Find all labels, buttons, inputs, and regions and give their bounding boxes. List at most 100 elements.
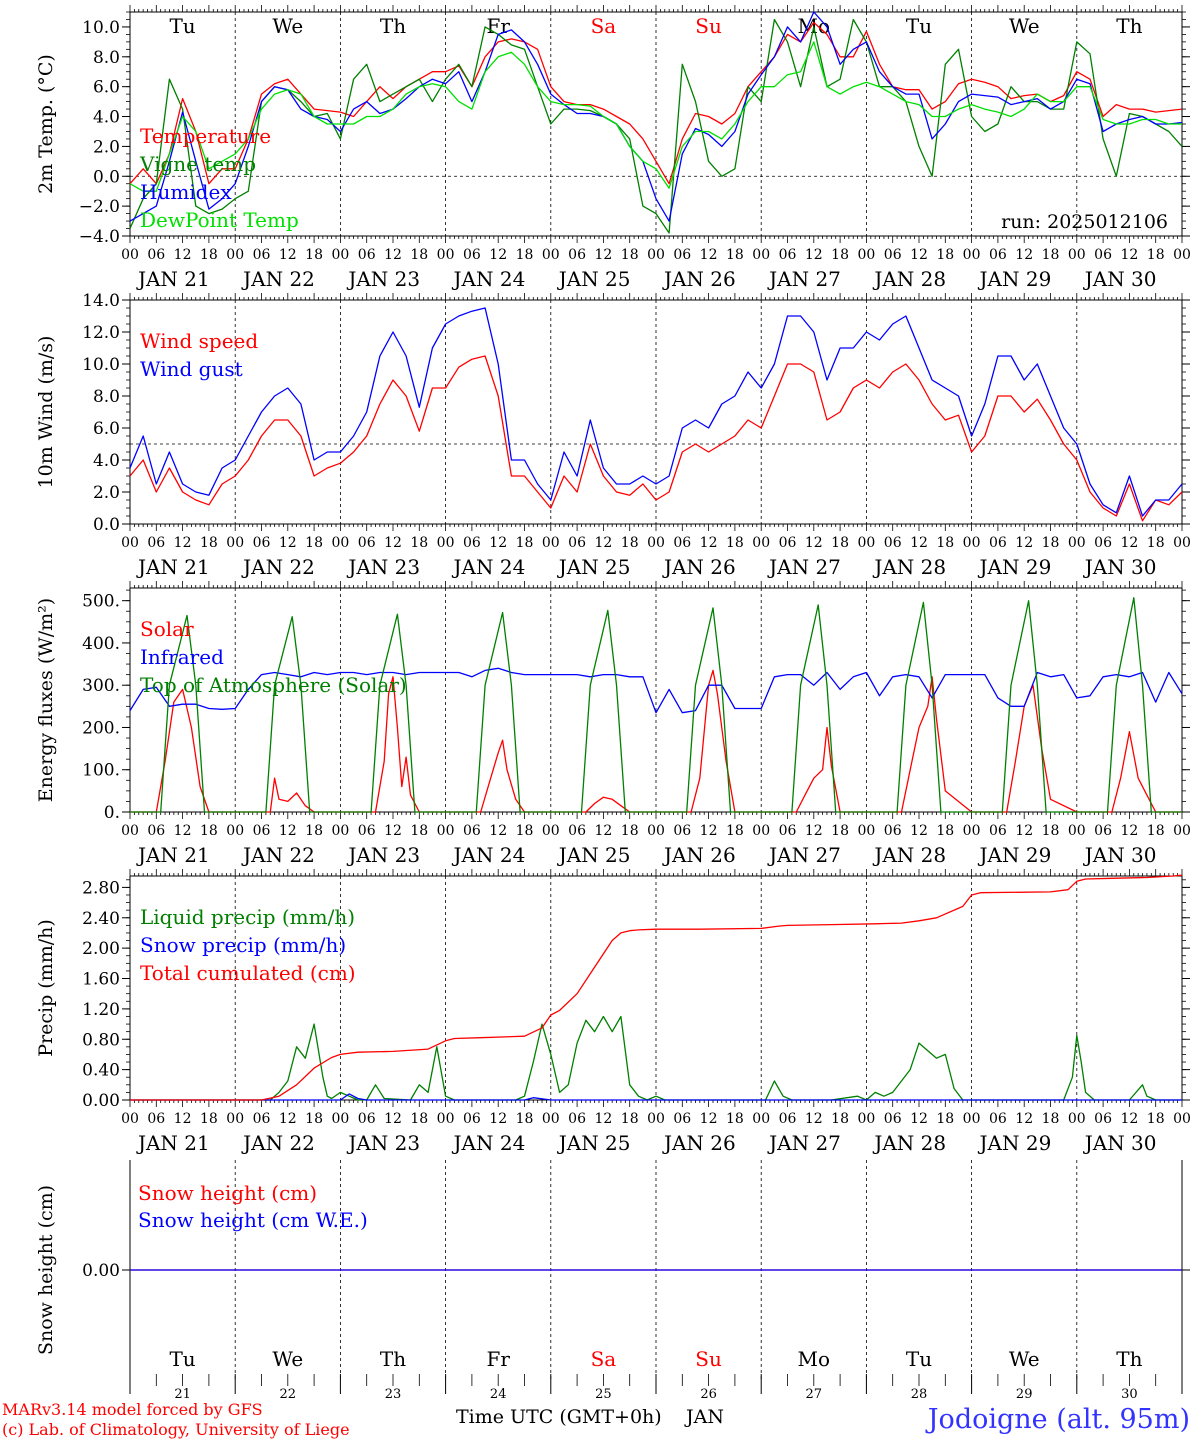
day-number-label: 26 bbox=[700, 1387, 717, 1402]
legend-entry: Snow height (cm) bbox=[138, 1181, 317, 1205]
x-hour-label: 06 bbox=[779, 535, 797, 551]
day-of-week-label: Th bbox=[1116, 1347, 1142, 1371]
y-tick-label: 0.40 bbox=[82, 1061, 120, 1081]
y-tick-label: −2.0 bbox=[79, 197, 120, 217]
x-date-label: JAN 23 bbox=[346, 1131, 420, 1155]
panels: −4.0 −2.0 0.0 2.0 4.0 6.0 8.0 10.0 00 06 12 18 00 06 1… bbox=[35, 5, 1191, 1402]
x-date-label: JAN 29 bbox=[978, 843, 1052, 867]
x-hour-label: 00 bbox=[1173, 535, 1191, 551]
x-hour-label: 12 bbox=[279, 535, 297, 551]
x-hour-label: 00 bbox=[752, 1111, 770, 1127]
y-tick-label: 300. bbox=[82, 676, 120, 696]
x-hour-label: 12 bbox=[174, 823, 192, 839]
x-hour-label: 06 bbox=[884, 247, 902, 263]
x-hour-label: 06 bbox=[358, 1111, 376, 1127]
x-hour-label: 06 bbox=[358, 247, 376, 263]
day-of-week-label: Su bbox=[695, 14, 722, 38]
legend-entry: Snow height (cm W.E.) bbox=[138, 1208, 368, 1232]
x-hour-label: 06 bbox=[568, 247, 586, 263]
x-hour-label: 00 bbox=[963, 1111, 981, 1127]
x-hour-label: 00 bbox=[647, 247, 665, 263]
x-hour-label: 18 bbox=[516, 247, 534, 263]
y-tick-label: 0.0 bbox=[93, 515, 120, 535]
day-number-label: 21 bbox=[174, 1387, 191, 1402]
x-hour-label: 12 bbox=[910, 823, 928, 839]
x-date-label: JAN 29 bbox=[978, 555, 1052, 579]
x-hour-label: 06 bbox=[884, 535, 902, 551]
x-hour-label: 18 bbox=[410, 247, 428, 263]
x-hour-label: 06 bbox=[1094, 247, 1112, 263]
series-line-temperature bbox=[129, 21, 1183, 185]
x-hour-label: 00 bbox=[121, 247, 139, 263]
x-date-label: JAN 23 bbox=[346, 843, 420, 867]
credit-line-2: (c) Lab. of Climatology, University of L… bbox=[2, 1420, 350, 1439]
x-hour-label: 00 bbox=[1173, 823, 1191, 839]
x-hour-label: 00 bbox=[226, 1111, 244, 1127]
day-of-week-label: We bbox=[1009, 14, 1040, 38]
legend-entry: Total cumulated (cm) bbox=[140, 961, 356, 985]
x-hour-label: 00 bbox=[1068, 1111, 1086, 1127]
x-hour-label: 12 bbox=[174, 1111, 192, 1127]
location-label: Jodoigne (alt. 95m) bbox=[925, 1404, 1190, 1435]
day-number-label: 22 bbox=[280, 1387, 297, 1402]
x-hour-label: 18 bbox=[305, 823, 323, 839]
x-hour-label: 18 bbox=[516, 1111, 534, 1127]
x-hour-label: 06 bbox=[147, 823, 165, 839]
x-hour-label: 18 bbox=[936, 535, 954, 551]
legend-entry: Infrared bbox=[140, 645, 224, 669]
day-of-week-label: Tu bbox=[169, 1347, 195, 1371]
x-hour-label: 12 bbox=[805, 247, 823, 263]
x-hour-label: 18 bbox=[936, 1111, 954, 1127]
x-hour-label: 06 bbox=[568, 823, 586, 839]
x-hour-label: 18 bbox=[726, 247, 744, 263]
x-hour-label: 12 bbox=[174, 535, 192, 551]
x-hour-label: 12 bbox=[910, 247, 928, 263]
day-of-week-label: Th bbox=[380, 1347, 406, 1371]
x-date-label: JAN 22 bbox=[241, 843, 315, 867]
x-hour-label: 18 bbox=[305, 247, 323, 263]
day-of-week-label: Tu bbox=[906, 14, 932, 38]
x-hour-label: 00 bbox=[226, 535, 244, 551]
series-line-total-cumulated-cm bbox=[130, 874, 1183, 1101]
x-hour-label: 06 bbox=[253, 535, 271, 551]
x-hour-label: 00 bbox=[121, 535, 139, 551]
x-hour-label: 00 bbox=[331, 1111, 349, 1127]
x-hour-label: 12 bbox=[174, 247, 192, 263]
panel-temp: −4.0 −2.0 0.0 2.0 4.0 6.0 8.0 10.0 00 06 12 18 00 06 1… bbox=[35, 5, 1191, 291]
x-date-label: JAN 26 bbox=[662, 843, 736, 867]
y-tick-label: 400. bbox=[82, 634, 120, 654]
x-hour-label: 00 bbox=[752, 535, 770, 551]
x-hour-label: 00 bbox=[1068, 535, 1086, 551]
x-hour-label: 06 bbox=[989, 247, 1007, 263]
x-hour-label: 00 bbox=[226, 823, 244, 839]
legend-entry: Humidex bbox=[140, 180, 232, 204]
x-hour-label: 00 bbox=[857, 535, 875, 551]
y-tick-label: 1.20 bbox=[82, 1000, 120, 1020]
x-hour-label: 18 bbox=[1147, 535, 1165, 551]
x-hour-label: 12 bbox=[594, 823, 612, 839]
x-hour-label: 12 bbox=[700, 1111, 718, 1127]
legend-entry: Liquid precip (mm/h) bbox=[140, 905, 355, 929]
y-tick-label: 1.60 bbox=[82, 970, 120, 990]
x-hour-label: 12 bbox=[594, 535, 612, 551]
day-of-week-label: We bbox=[1009, 1347, 1040, 1371]
x-hour-label: 12 bbox=[910, 535, 928, 551]
credit-line-1: MARv3.14 model forced by GFS bbox=[2, 1400, 263, 1419]
x-hour-label: 00 bbox=[647, 823, 665, 839]
legend-entry: Vigne temp bbox=[139, 152, 256, 176]
x-hour-label: 06 bbox=[989, 823, 1007, 839]
day-of-week-label: Mo bbox=[798, 1347, 831, 1371]
x-date-label: JAN 27 bbox=[767, 843, 841, 867]
panel-precip: 0.00 0.40 0.80 1.20 1.60 2.00 2.40 2.80 00 06 12 18… bbox=[35, 869, 1191, 1155]
x-axis-month: JAN bbox=[684, 1406, 724, 1428]
x-hour-label: 12 bbox=[805, 823, 823, 839]
x-hour-label: 12 bbox=[1120, 535, 1138, 551]
panel-energy: 0. 100. 200. 300. 400. 500. 00 06 12 18 00 06 12 18 00… bbox=[35, 581, 1191, 867]
x-date-label: JAN 29 bbox=[978, 267, 1052, 291]
y-tick-label: 6.0 bbox=[93, 419, 120, 439]
x-hour-label: 00 bbox=[542, 1111, 560, 1127]
x-date-label: JAN 21 bbox=[136, 1131, 210, 1155]
x-hour-label: 12 bbox=[594, 1111, 612, 1127]
y-tick-label: 0.0 bbox=[93, 167, 120, 187]
x-hour-label: 00 bbox=[963, 535, 981, 551]
